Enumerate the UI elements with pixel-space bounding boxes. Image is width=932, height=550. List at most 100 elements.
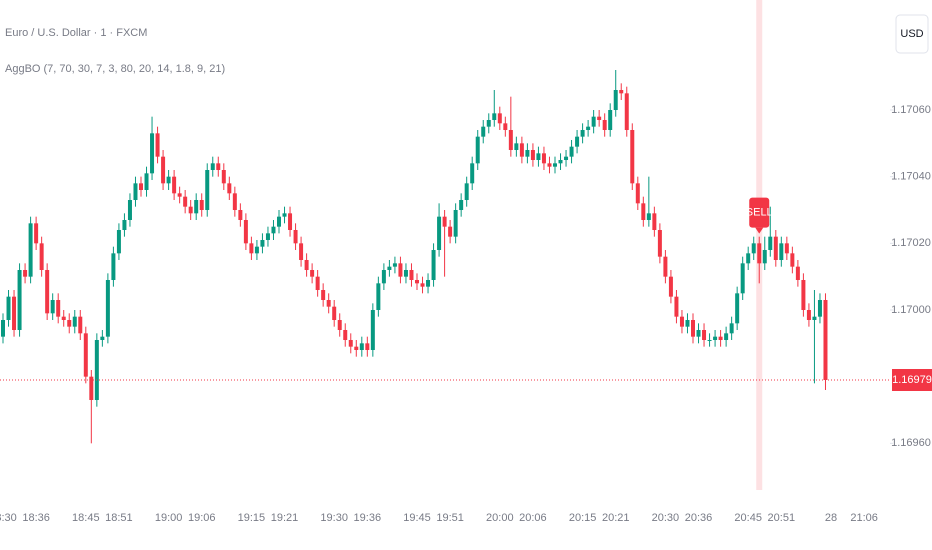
last-price-box	[892, 369, 932, 391]
candle-body	[503, 123, 508, 130]
candle-body	[553, 163, 557, 167]
candle-body	[586, 126, 591, 130]
x-tick-label: 20:15	[569, 512, 597, 524]
candle-body	[365, 343, 370, 350]
x-tick-label: 19:21	[271, 512, 299, 524]
candle-body	[1, 320, 5, 337]
candle-body	[558, 160, 563, 164]
candle-body	[790, 253, 795, 267]
x-tick-label: 20:36	[685, 512, 713, 524]
candle-body	[768, 236, 773, 250]
candle-body	[116, 230, 121, 254]
candle-body	[166, 176, 171, 184]
signal-box	[749, 197, 770, 228]
candle-body	[194, 200, 199, 214]
x-tick-label: 18:45	[72, 512, 100, 524]
y-tick-label: 1.17020	[891, 237, 931, 249]
candle-body	[67, 320, 72, 327]
candle-body	[635, 183, 640, 204]
candle-body	[282, 213, 287, 217]
candle-body	[56, 300, 61, 317]
candle-body	[597, 116, 602, 120]
x-tick-label: 19:36	[354, 512, 382, 524]
candle-body	[177, 193, 182, 197]
candle-body	[183, 196, 188, 207]
x-tick-label: 18:51	[105, 512, 133, 524]
candle-body	[801, 280, 806, 310]
candle-body	[619, 90, 624, 94]
candle-body	[547, 163, 552, 167]
candle-body	[39, 243, 44, 270]
candle-body	[541, 153, 546, 164]
x-tick-label: 28	[825, 512, 837, 524]
candle-body	[492, 113, 497, 120]
x-tick-label: 19:30	[320, 512, 348, 524]
candle-body	[78, 316, 83, 334]
candle-body	[61, 316, 66, 320]
signal-label: SELL	[746, 207, 773, 219]
candle-body	[150, 133, 155, 174]
candle-body	[536, 153, 541, 160]
candle-body	[139, 183, 143, 190]
candle-body	[221, 170, 226, 184]
candle-body	[6, 296, 11, 320]
candle-body	[23, 270, 28, 277]
candle-body	[111, 253, 116, 280]
candle-body	[216, 163, 221, 170]
x-tick-label: 19:00	[155, 512, 183, 524]
x-tick-label: 18:36	[22, 512, 50, 524]
candle-body	[580, 130, 585, 137]
candle-body	[729, 323, 734, 334]
candle-body	[12, 296, 17, 330]
currency-button[interactable]	[895, 14, 929, 54]
candle-body	[376, 283, 381, 310]
candle-body	[94, 340, 99, 400]
candle-body	[514, 143, 519, 150]
candle-body	[161, 156, 166, 184]
x-tick-label: 18:30	[0, 512, 17, 524]
candle-body	[746, 253, 751, 264]
candle-body	[630, 130, 635, 184]
candle-body	[17, 270, 22, 330]
candle-body	[481, 126, 486, 137]
candle-body	[299, 243, 304, 260]
candle-body	[762, 250, 767, 264]
candle-body	[453, 210, 458, 237]
candle-body	[652, 213, 657, 230]
candle-body	[718, 336, 723, 340]
candle-body	[817, 300, 822, 317]
candle-body	[602, 120, 607, 130]
candle-body	[254, 246, 259, 254]
candle-body	[575, 136, 580, 147]
candle-body	[144, 173, 149, 190]
candle-body	[724, 333, 729, 340]
candle-body	[337, 320, 342, 330]
candle-body	[288, 213, 293, 230]
candle-body	[28, 223, 33, 277]
candle-body	[343, 330, 348, 340]
candle-body	[784, 243, 789, 254]
x-tick-label: 20:06	[519, 512, 547, 524]
candle-body	[668, 276, 673, 297]
candle-body	[663, 256, 668, 277]
candle-body	[304, 260, 309, 270]
candle-body	[227, 183, 232, 194]
x-tick-label: 19:51	[436, 512, 464, 524]
candle-body	[403, 270, 408, 277]
x-tick-label: 19:15	[238, 512, 266, 524]
x-tick-label: 20:00	[486, 512, 514, 524]
candle-body	[470, 163, 475, 184]
candle-body	[100, 336, 105, 340]
x-tick-label: 20:45	[734, 512, 762, 524]
candle-body	[271, 226, 276, 234]
candle-body	[674, 296, 679, 317]
chart-title: Euro / U.S. Dollar · 1 · FXCM	[5, 27, 147, 39]
candle-body	[735, 293, 740, 324]
candle-body	[210, 163, 215, 170]
indicator-label: AggBO (7, 70, 30, 7, 3, 80, 20, 14, 1.8,…	[5, 63, 225, 75]
candle-body	[277, 216, 281, 227]
candle-body	[105, 280, 110, 337]
candle-body	[420, 283, 425, 287]
candle-body	[525, 150, 530, 157]
candle-body	[72, 316, 77, 327]
